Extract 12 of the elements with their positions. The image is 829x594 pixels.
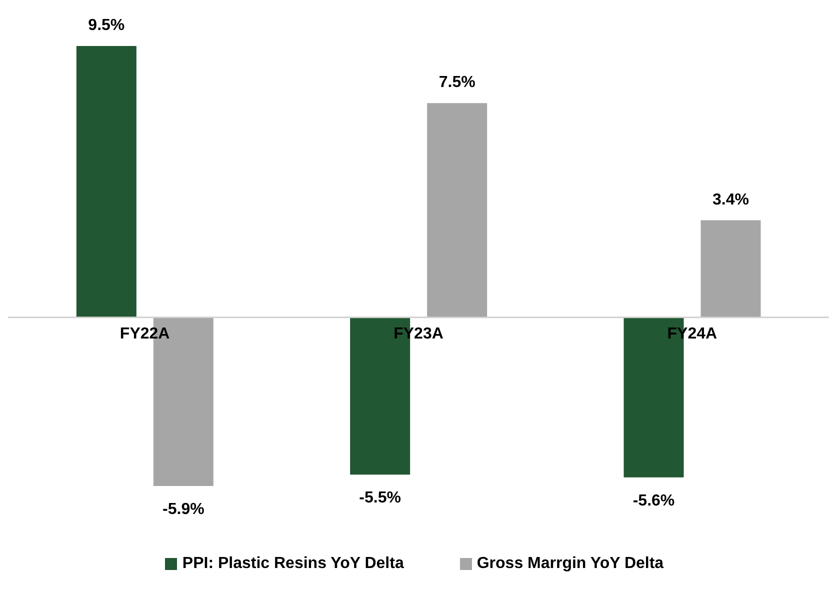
data-label: 7.5% bbox=[438, 74, 476, 92]
data-label: -5.9% bbox=[162, 501, 204, 518]
x-tick-label: FY22A bbox=[120, 325, 170, 342]
legend-label: PPI: Plastic Resins YoY Delta bbox=[182, 555, 404, 573]
bar bbox=[76, 46, 136, 318]
bar bbox=[427, 103, 488, 318]
legend-label: Gross Marrgin YoY Delta bbox=[476, 555, 664, 573]
bar bbox=[700, 220, 761, 318]
data-label: -5.5% bbox=[359, 490, 401, 507]
data-label: 9.5% bbox=[88, 17, 125, 34]
data-label: 3.4% bbox=[712, 191, 749, 208]
data-label: -5.6% bbox=[632, 492, 675, 510]
